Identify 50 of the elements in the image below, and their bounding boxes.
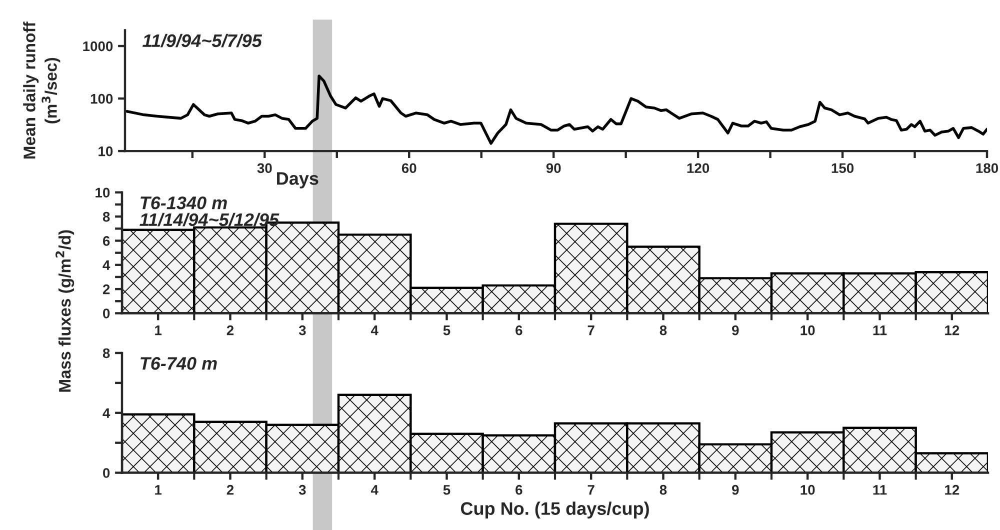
- y-tick-label: 10: [96, 188, 110, 198]
- x-tick-label: 180: [976, 163, 998, 174]
- x-axis-title: Cup No. (15 days/cup): [460, 502, 649, 519]
- x-tick-label: 12: [945, 325, 960, 336]
- x-tick-label: 11: [873, 485, 887, 495]
- x-tick-label: 3: [298, 325, 306, 336]
- y-tick-label: 10: [98, 146, 113, 156]
- x-tick-label: 10: [800, 484, 815, 495]
- y-tick-label: 0: [103, 468, 110, 478]
- x-tick-label: 11: [873, 326, 887, 336]
- x-tick-label: 5: [443, 326, 450, 336]
- x-tick-label: 9: [732, 484, 739, 495]
- x-axis-title: Days: [277, 172, 318, 188]
- x-tick-label: 90: [546, 163, 561, 174]
- y-tick-label: 8: [102, 348, 110, 358]
- y-tick-label: 8: [102, 212, 110, 222]
- y-tick-label: 4: [102, 260, 110, 270]
- y-axis-title: Mass fluxes (g/m$^{2}$/d): [56, 230, 74, 392]
- x-tick-label: 2: [226, 325, 234, 336]
- x-tick-label: 9: [732, 325, 739, 336]
- x-tick-label: 10: [800, 325, 815, 336]
- line-series: [126, 74, 987, 145]
- y-tick-label: 4: [102, 408, 110, 418]
- x-tick-label: 8: [660, 484, 667, 495]
- y-tick-label: 2: [102, 284, 110, 294]
- x-tick-label: 150: [832, 163, 854, 174]
- annotation: T6-1340 m 11/14/94~5/12/95: [140, 196, 280, 226]
- y-axis-title: Mean daily runoff (m$^{3}$/sec): [23, 22, 60, 158]
- annotation: 11/9/94~5/7/95: [142, 34, 262, 48]
- x-tick-label: 5: [443, 485, 450, 495]
- x-tick-label: 3: [298, 484, 306, 495]
- x-tick-label: 7: [588, 485, 594, 495]
- y-tick-label: 100: [90, 94, 113, 104]
- x-tick-label: 2: [226, 484, 234, 495]
- x-tick-label: 6: [516, 325, 522, 336]
- x-tick-label: 4: [370, 326, 378, 336]
- annotation: T6-740 m: [140, 357, 217, 370]
- x-tick-label: 7: [588, 326, 594, 336]
- y-tick-label: 1000: [83, 41, 113, 52]
- x-tick-label: 60: [402, 163, 416, 174]
- y-tick-label: 6: [102, 236, 110, 246]
- x-tick-label: 6: [516, 484, 522, 495]
- x-tick-label: 120: [687, 163, 710, 174]
- x-tick-label: 1: [155, 485, 162, 495]
- x-tick-label: 1: [155, 326, 162, 336]
- x-tick-label: 30: [257, 163, 272, 174]
- x-tick-label: 12: [945, 484, 960, 495]
- x-tick-label: 8: [660, 325, 667, 336]
- y-tick-label: 0: [103, 308, 110, 318]
- x-tick-label: 4: [370, 485, 378, 495]
